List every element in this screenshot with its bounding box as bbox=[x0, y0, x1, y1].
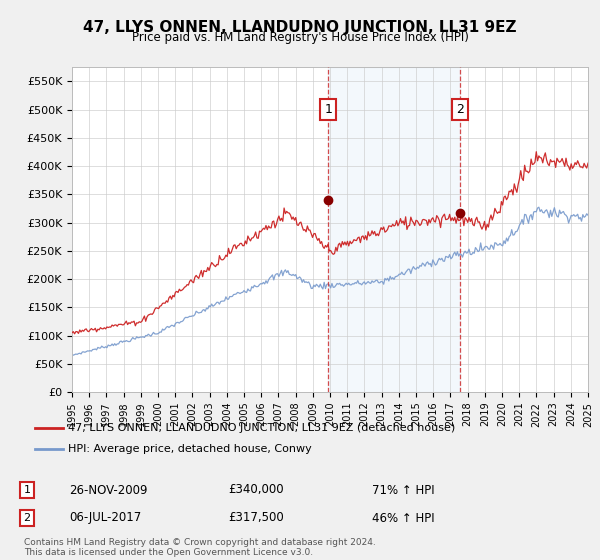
Text: 47, LLYS ONNEN, LLANDUDNO JUNCTION, LL31 9EZ (detached house): 47, LLYS ONNEN, LLANDUDNO JUNCTION, LL31… bbox=[68, 423, 455, 433]
Text: 71% ↑ HPI: 71% ↑ HPI bbox=[372, 483, 434, 497]
Text: 2: 2 bbox=[456, 103, 464, 116]
Text: 1: 1 bbox=[23, 485, 31, 495]
Text: Contains HM Land Registry data © Crown copyright and database right 2024.
This d: Contains HM Land Registry data © Crown c… bbox=[24, 538, 376, 557]
Text: £317,500: £317,500 bbox=[228, 511, 284, 525]
Text: 06-JUL-2017: 06-JUL-2017 bbox=[69, 511, 141, 525]
Text: £340,000: £340,000 bbox=[228, 483, 284, 497]
Text: HPI: Average price, detached house, Conwy: HPI: Average price, detached house, Conw… bbox=[68, 444, 312, 454]
Text: 26-NOV-2009: 26-NOV-2009 bbox=[69, 483, 148, 497]
Bar bbox=[328, 67, 460, 392]
Text: Price paid vs. HM Land Registry's House Price Index (HPI): Price paid vs. HM Land Registry's House … bbox=[131, 31, 469, 44]
Text: 47, LLYS ONNEN, LLANDUDNO JUNCTION, LL31 9EZ: 47, LLYS ONNEN, LLANDUDNO JUNCTION, LL31… bbox=[83, 20, 517, 35]
Text: 2: 2 bbox=[23, 513, 31, 523]
Text: 46% ↑ HPI: 46% ↑ HPI bbox=[372, 511, 434, 525]
Text: 1: 1 bbox=[325, 103, 332, 116]
